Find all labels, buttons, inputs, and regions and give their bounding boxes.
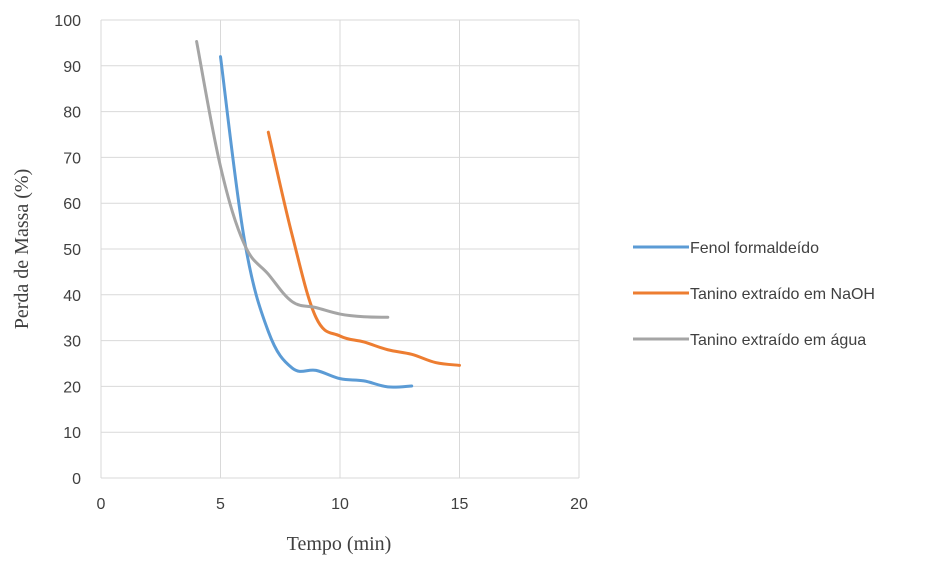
y-tick-label: 10 — [63, 425, 81, 442]
x-axis-ticks: 0 5 10 15 20 — [97, 496, 588, 513]
y-tick-label: 30 — [63, 334, 81, 351]
legend: Fenol formaldeído Tanino extraído em NaOH… — [633, 240, 875, 349]
series-line-tanino-extra-do-em-naoh — [266, 130, 461, 367]
y-tick-label: 90 — [63, 59, 81, 76]
x-tick-label: 0 — [97, 496, 106, 513]
y-tick-label: 0 — [72, 471, 81, 488]
x-tick-label: 15 — [451, 496, 469, 513]
y-tick-label: 40 — [63, 288, 81, 305]
y-tick-label: 50 — [63, 242, 81, 259]
legend-label: Tanino extraído em NaOH — [690, 286, 875, 303]
series-lines — [195, 40, 461, 389]
y-tick-label: 80 — [63, 105, 81, 122]
legend-label: Fenol formaldeído — [690, 240, 819, 257]
y-tick-label: 20 — [63, 379, 81, 396]
x-tick-label: 20 — [570, 496, 588, 513]
series-line-fenol-formalde-do — [219, 55, 414, 389]
x-tick-label: 5 — [216, 496, 225, 513]
y-tick-label: 100 — [54, 13, 81, 30]
y-axis-ticks: 0 10 20 30 40 50 60 70 80 90 100 — [54, 13, 81, 488]
legend-label: Tanino extraído em água — [690, 332, 866, 349]
series-line-tanino-extra-do-em-gua — [195, 40, 390, 319]
x-tick-label: 10 — [331, 496, 349, 513]
y-tick-label: 60 — [63, 196, 81, 213]
y-tick-label: 70 — [63, 150, 81, 167]
grid-lines — [100, 19, 580, 479]
y-axis-title: Perda de Massa (%) — [11, 169, 33, 330]
x-axis-title: Tempo (min) — [287, 533, 392, 555]
